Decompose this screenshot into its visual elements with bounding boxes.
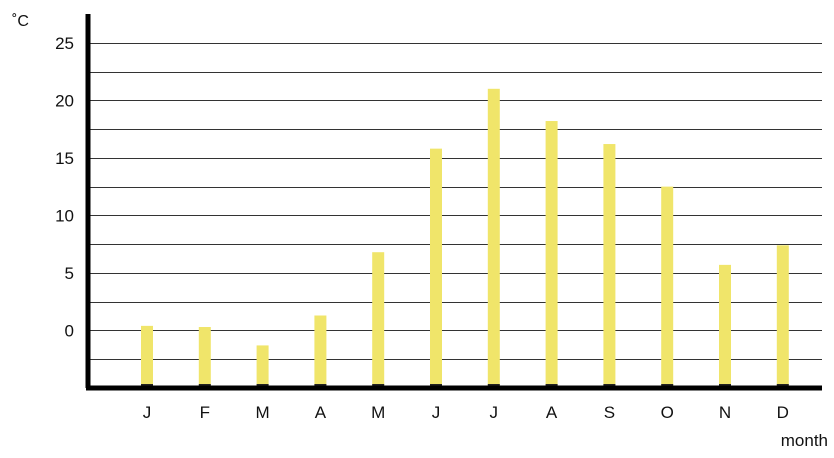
y-tick-label: 0 <box>65 321 74 340</box>
x-tick-label: M <box>256 403 270 422</box>
bar <box>372 252 385 386</box>
y-axis-unit: ˚C <box>12 13 29 30</box>
bar <box>603 144 616 386</box>
x-tick-label: A <box>546 403 558 422</box>
x-tick-label: J <box>143 403 152 422</box>
bar <box>198 327 211 386</box>
x-axis-title: month <box>781 431 828 450</box>
bars <box>141 88 789 387</box>
x-tick-label: J <box>490 403 499 422</box>
x-tick-label: N <box>719 403 731 422</box>
y-tick-label: 15 <box>55 149 74 168</box>
gridlines <box>88 43 822 360</box>
x-tick-label: M <box>371 403 385 422</box>
x-tick-label: O <box>661 403 674 422</box>
bar <box>314 315 327 386</box>
y-tick-label: 5 <box>65 264 74 283</box>
y-tick-label: 10 <box>55 206 74 225</box>
bar <box>776 245 789 386</box>
y-tick-labels: 0 5 10 15 20 25 <box>55 34 74 341</box>
bar <box>661 186 674 386</box>
bar <box>256 345 269 386</box>
x-tick-label: D <box>777 403 789 422</box>
y-tick-label: 25 <box>55 34 74 53</box>
x-tick-label: F <box>200 403 210 422</box>
x-tick-label: A <box>315 403 327 422</box>
bar <box>719 264 731 386</box>
y-tick-label: 20 <box>55 91 74 110</box>
x-tick-label: S <box>604 403 615 422</box>
x-tick-label: J <box>432 403 441 422</box>
bar <box>545 121 558 386</box>
bar <box>487 88 500 387</box>
bar <box>141 325 153 386</box>
bar <box>430 148 442 386</box>
